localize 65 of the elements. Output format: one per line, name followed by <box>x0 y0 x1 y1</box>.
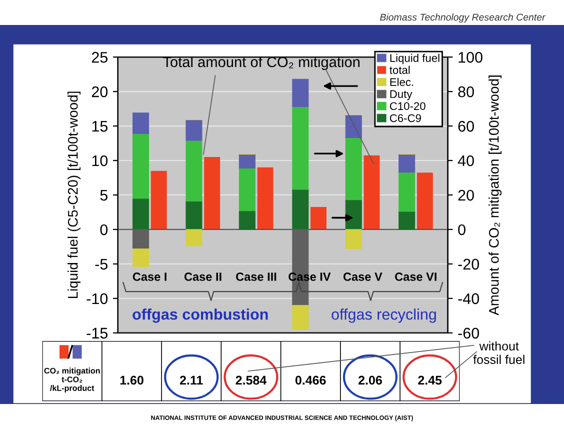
text: 2.11 <box>180 376 203 385</box>
y-tick-label: -15 <box>86 328 108 339</box>
text: 0.466 <box>295 376 326 385</box>
y2-tick-label: 0 <box>458 224 466 236</box>
bar <box>186 229 202 246</box>
bar <box>238 210 256 230</box>
y2-axis-title: Amount of CO₂ mitigation [t/100t-wood] <box>488 76 502 316</box>
bar <box>257 167 274 230</box>
annotation: offgas recycling <box>332 308 436 323</box>
bar <box>186 140 202 202</box>
y-tick-label: 5 <box>100 190 108 201</box>
bar <box>186 120 202 141</box>
legend-label: C10-20 <box>390 102 426 110</box>
legend-label: Liquid fuel <box>390 54 440 64</box>
bar <box>238 154 256 168</box>
y2-tick-label: -40 <box>458 293 480 304</box>
text: without fossil fuel <box>473 341 524 364</box>
y2-tick-label: 20 <box>458 190 474 201</box>
bar <box>345 200 362 230</box>
x-tick-label: Case V <box>343 272 382 281</box>
text: CO₂ mitigation t-CO₂ /kL-product <box>44 368 100 393</box>
y2-tick-label: 80 <box>458 86 474 98</box>
legend-label: Elec. <box>390 78 414 86</box>
y-axis-title: Liquid fuel (C5-C20) [t/100t-wood] <box>68 92 81 298</box>
bar <box>345 115 362 138</box>
text: 2.06 <box>358 376 382 385</box>
text: 2.584 <box>236 376 267 385</box>
text: 2.45 <box>418 376 442 385</box>
y-tick-label: -10 <box>86 293 108 304</box>
bar <box>132 112 150 134</box>
text: Biomass Technology Research Center <box>380 13 546 23</box>
bar <box>398 154 416 173</box>
bar <box>238 168 256 212</box>
y-tick-label: 0 <box>100 224 108 236</box>
bar <box>292 106 309 190</box>
y-tick-label: 10 <box>92 155 108 166</box>
text: 1.60 <box>120 376 144 385</box>
bar <box>364 155 380 230</box>
x-tick-label: Case III <box>236 272 276 281</box>
legend-label: C6-C9 <box>390 114 421 122</box>
y2-tick-label: 40 <box>458 155 474 166</box>
y2-tick-label: 60 <box>458 120 474 132</box>
legend-label: Duty <box>390 90 412 100</box>
bar <box>132 133 150 199</box>
y-tick-label: 20 <box>92 86 108 98</box>
bar <box>204 157 220 230</box>
x-tick-label: Case VI <box>395 272 436 281</box>
bar <box>186 200 202 230</box>
bar <box>132 248 150 267</box>
bar <box>292 189 309 230</box>
y2-tick-label: -20 <box>458 258 480 270</box>
bar <box>345 229 362 250</box>
y-tick-label: -5 <box>95 258 108 270</box>
y2-tick-label: -60 <box>458 328 480 339</box>
bar <box>292 78 309 107</box>
x-tick-label: Case II <box>184 272 222 281</box>
bar <box>310 207 326 230</box>
y-tick-label: 25 <box>92 52 108 63</box>
x-tick-label: Case I <box>132 272 166 281</box>
y-tick-label: 15 <box>92 121 108 132</box>
annotation: offgas combustion <box>132 308 268 323</box>
bar <box>292 305 309 330</box>
bar <box>345 137 362 200</box>
y2-tick-label: 100 <box>458 52 482 63</box>
legend-label: total <box>390 66 410 74</box>
